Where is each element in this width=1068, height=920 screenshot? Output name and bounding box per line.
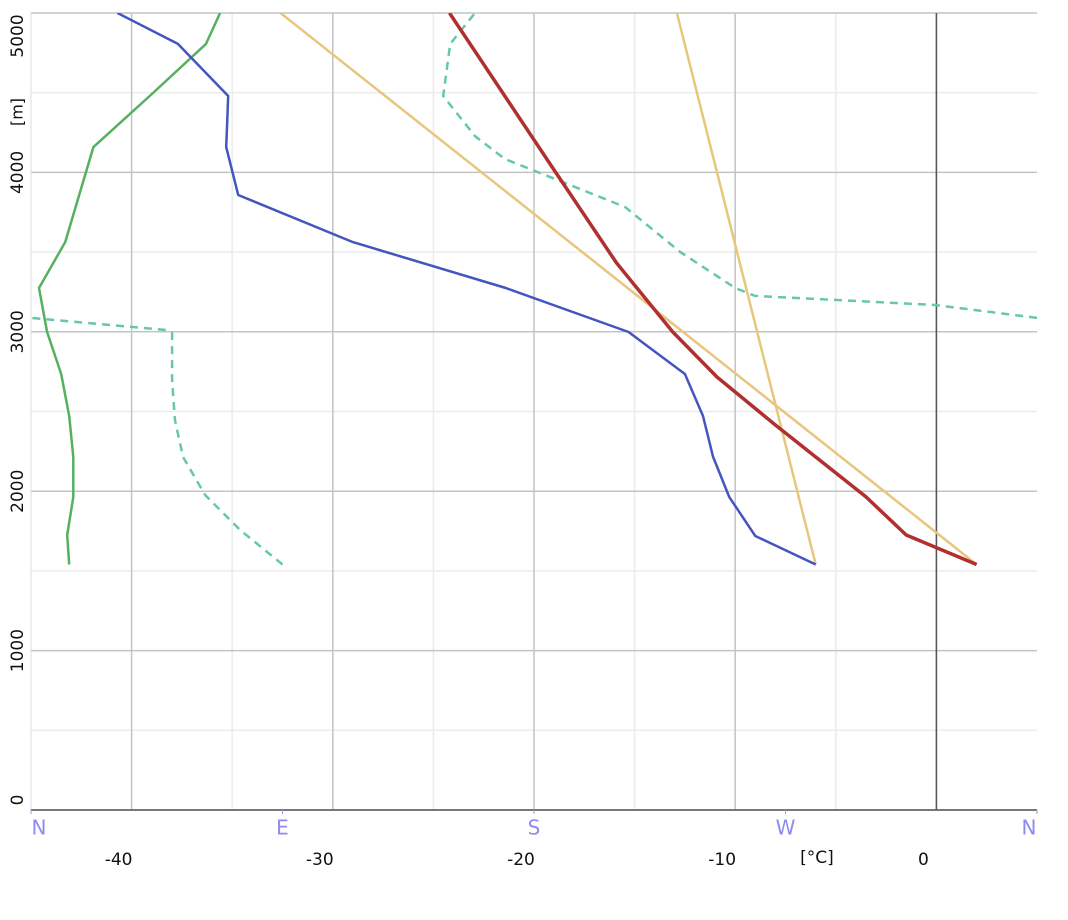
x2-tick-label: N <box>1022 816 1037 840</box>
x-tick-label: -40 <box>105 850 133 870</box>
y-tick-label: 0 <box>8 795 28 806</box>
y-tick-label: 3000 <box>8 310 28 353</box>
x-tick-label: 0 <box>918 850 929 870</box>
x-tick-label: -10 <box>708 850 736 870</box>
y-tick-label: 5000 <box>8 14 28 57</box>
x2-tick-label: W <box>776 816 796 840</box>
x2-tick-label: S <box>528 816 541 840</box>
series-line <box>279 13 978 566</box>
x2-tick-label: N <box>32 816 47 840</box>
x-axis-label: [°C] <box>800 848 834 868</box>
series-line <box>116 13 817 566</box>
series-line <box>37 13 222 565</box>
x2-tick-label: E <box>276 816 289 840</box>
x-tick-label: -20 <box>507 850 535 870</box>
y-tick-label: 2000 <box>8 470 28 513</box>
series-line <box>448 13 978 567</box>
y-tick-label: 4000 <box>8 151 28 194</box>
plot-area <box>31 13 1037 567</box>
y-axis-label: [m] <box>8 98 27 126</box>
y-tick-label: 1000 <box>8 629 28 672</box>
x-tick-label: -30 <box>306 850 334 870</box>
series-line <box>31 13 1037 566</box>
series-line <box>675 13 817 565</box>
